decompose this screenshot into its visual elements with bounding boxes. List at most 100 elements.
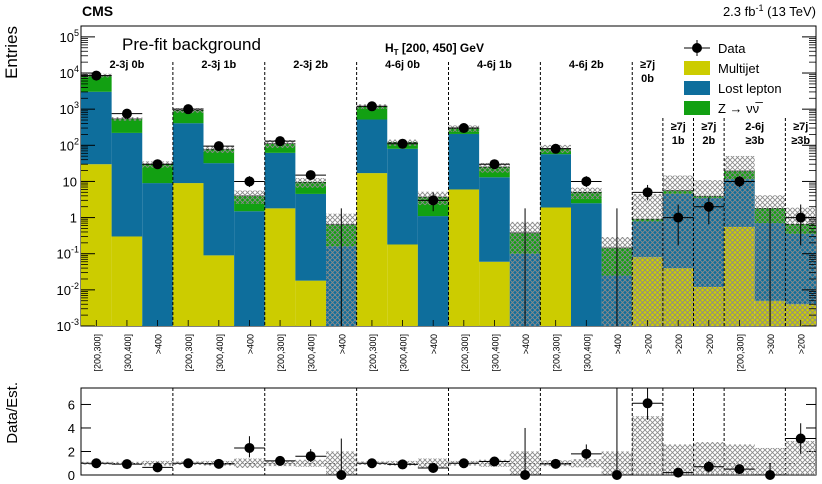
- data-point-4: [213, 141, 224, 152]
- ht-bin-label: HT [200, 450] GeV: [385, 41, 484, 57]
- luminosity-label: 2.3 fb-1 (13 TeV): [723, 3, 816, 19]
- bar-lost-lepton-3: [172, 123, 204, 184]
- ratio-point-10: [397, 459, 408, 470]
- data-point-21: [734, 176, 745, 187]
- legend-swatch-3: [684, 101, 710, 115]
- bar-znunu-3: [172, 110, 204, 124]
- region-label-7: ≥7j: [671, 121, 686, 133]
- ratio-uncertainty-7: [295, 459, 326, 467]
- data-point-7: [305, 170, 316, 181]
- region-label-5: 4-6j 2b: [569, 59, 604, 71]
- x-tick-label-17: >400: [613, 334, 623, 354]
- x-tick-label-13: [300,400]: [490, 334, 500, 372]
- ratio-point-5: [244, 442, 255, 453]
- data-point-0: [91, 70, 102, 81]
- bar-lost-lepton-11: [417, 216, 449, 326]
- x-tick-label-19: >200: [674, 334, 684, 354]
- bkg-uncertainty-16: [571, 187, 602, 200]
- ratio-point-9: [366, 458, 377, 469]
- bar-znunu-7: [295, 182, 326, 194]
- ratio-tick-label-1: 2: [68, 444, 75, 459]
- x-tick-label-2: >400: [154, 334, 164, 354]
- data-point-11: [428, 195, 439, 206]
- ratio-point-19: [673, 467, 684, 478]
- ratio-point-23: [795, 433, 806, 444]
- region-label-sub-8: 2b: [702, 135, 715, 147]
- bar-multijet-12: [448, 189, 480, 326]
- x-tick-label-20: >200: [705, 334, 715, 354]
- region-label-sub-10: ≥3b: [791, 135, 810, 147]
- ratio-uncertainty-16: [571, 459, 602, 468]
- bar-multijet-0: [81, 164, 112, 326]
- bar-lost-lepton-16: [571, 203, 602, 326]
- x-tick-label-23: >200: [797, 334, 807, 354]
- prefit-label: Pre-fit background: [122, 35, 261, 54]
- region-label-1: 2-3j 1b: [201, 59, 236, 71]
- y-tick-label-4: 10: [63, 174, 77, 189]
- bar-multijet-6: [264, 208, 296, 326]
- bar-lost-lepton-9: [356, 119, 388, 174]
- bkg-uncertainty-19: [662, 175, 694, 326]
- x-tick-label-15: [200,300]: [552, 334, 562, 372]
- bar-multijet-3: [172, 183, 204, 326]
- data-point-10: [397, 138, 408, 149]
- region-label-8: ≥7j: [701, 121, 716, 133]
- region-label-sub-6: 0b: [641, 73, 654, 85]
- data-point-13: [489, 159, 500, 170]
- ratio-point-6: [275, 455, 286, 466]
- bar-lost-lepton-7: [295, 193, 326, 281]
- bkg-uncertainty-5: [234, 190, 265, 204]
- legend-marker-data: [692, 43, 702, 53]
- bar-lost-lepton-10: [387, 148, 418, 245]
- data-point-3: [183, 104, 194, 115]
- x-tick-label-11: >400: [429, 334, 439, 354]
- ratio-tick-label-3: 6: [68, 397, 75, 412]
- y-tick-label-1: 10-2: [57, 281, 79, 298]
- bar-znunu-9: [356, 106, 388, 120]
- ratio-tick-label-2: 4: [68, 421, 75, 436]
- data-point-16: [581, 176, 592, 187]
- bar-multijet-10: [387, 244, 418, 326]
- legend: Data Multijet Lost lepton Z → νν̅: [684, 40, 782, 116]
- y-tick-label-5: 102: [60, 136, 79, 153]
- bkg-uncertainty-18: [632, 193, 663, 326]
- y-tick-label-2: 10-1: [57, 245, 79, 262]
- y-tick-label-0: 10-3: [57, 317, 79, 334]
- bkg-uncertainty-1: [111, 117, 143, 121]
- x-tick-label-4: [300,400]: [215, 334, 225, 372]
- ratio-point-7: [305, 451, 316, 462]
- region-label-sub-7: 1b: [672, 135, 685, 147]
- region-label-0: 2-3j 0b: [110, 59, 145, 71]
- data-point-20: [703, 201, 714, 212]
- y-axis-title: Entries: [2, 26, 21, 79]
- x-tick-label-5: >400: [245, 334, 255, 354]
- x-tick-label-7: [300,400]: [307, 334, 317, 372]
- ratio-point-21: [734, 464, 745, 475]
- bar-multijet-15: [540, 207, 571, 326]
- x-tick-label-10: [300,400]: [399, 334, 409, 372]
- bar-znunu-6: [264, 143, 296, 153]
- x-tick-label-18: >200: [644, 334, 654, 354]
- data-point-2: [152, 159, 163, 170]
- ratio-point-3: [183, 458, 194, 469]
- ratio-point-11: [428, 462, 439, 473]
- ratio-point-17: [611, 470, 622, 480]
- data-point-5: [244, 176, 255, 187]
- data-point-1: [121, 108, 132, 119]
- ratio-axis-title: Data/Est.: [4, 382, 21, 444]
- y-tick-label-3: 1: [70, 211, 77, 226]
- legend-label-1: Multijet: [718, 61, 760, 76]
- bar-multijet-9: [356, 173, 388, 326]
- bar-multijet-1: [111, 236, 143, 326]
- y-tick-label-7: 104: [60, 64, 79, 81]
- ratio-tick-label-0: 0: [68, 468, 75, 483]
- bar-multijet-7: [295, 280, 326, 326]
- bkg-uncertainty-7: [295, 178, 326, 188]
- legend-swatch-1: [684, 61, 710, 75]
- x-tick-label-16: [300,400]: [582, 334, 592, 372]
- x-tick-label-21: [200,300]: [735, 334, 745, 372]
- ratio-point-15: [550, 458, 561, 469]
- bar-lost-lepton-4: [203, 163, 235, 256]
